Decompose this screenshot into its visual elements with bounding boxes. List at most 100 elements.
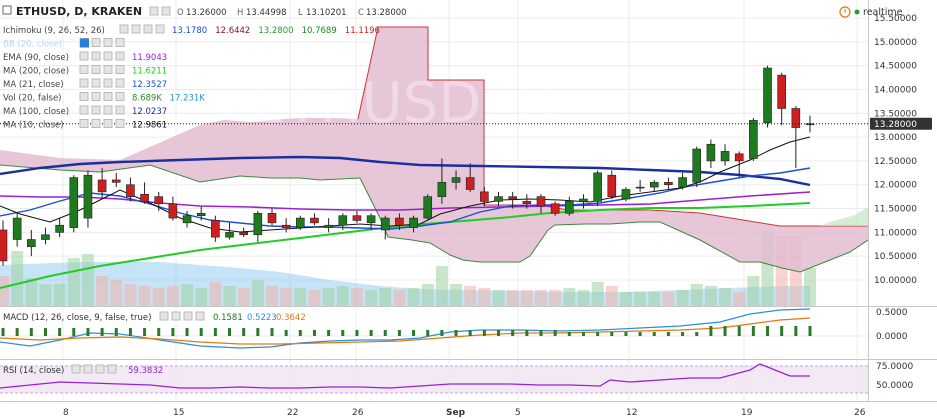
candle[interactable] — [480, 187, 489, 207]
eye-icon-active[interactable] — [80, 38, 89, 48]
candle[interactable] — [296, 215, 305, 230]
candle[interactable] — [41, 227, 50, 245]
candle[interactable] — [522, 194, 532, 209]
candle[interactable] — [338, 213, 348, 230]
candle[interactable] — [211, 215, 220, 242]
candle[interactable] — [494, 191, 503, 207]
eye-icon[interactable] — [79, 65, 89, 74]
eye-icon[interactable] — [119, 24, 129, 34]
candle[interactable] — [126, 177, 135, 202]
close-icon[interactable] — [183, 311, 193, 321]
candle[interactable] — [324, 218, 333, 233]
legend-row[interactable]: BB (20, close) — [3, 38, 125, 50]
candle[interactable] — [565, 196, 574, 216]
eye-icon[interactable] — [79, 105, 89, 115]
rsi-label[interactable]: RSI (14, close) — [3, 366, 64, 376]
close-icon[interactable] — [103, 119, 113, 128]
candle[interactable] — [225, 222, 234, 240]
candle[interactable] — [607, 170, 617, 200]
candle[interactable] — [621, 187, 631, 202]
settings-icon[interactable] — [91, 51, 101, 61]
collapse-icon[interactable] — [2, 5, 12, 15]
legend-row[interactable]: MA (10, close) 12.9861 — [3, 119, 167, 131]
candle[interactable] — [508, 191, 517, 209]
more-icon[interactable] — [107, 364, 117, 374]
legend-row[interactable]: MA (21, close) 12.3527 — [3, 78, 167, 90]
candle[interactable] — [734, 151, 744, 178]
candle[interactable] — [536, 194, 546, 214]
eye-icon[interactable] — [79, 78, 89, 88]
more-icon[interactable] — [115, 65, 125, 74]
legend-row[interactable]: Vol (20, false) 8.689K 17.231K — [3, 92, 205, 104]
settings-icon[interactable] — [91, 119, 101, 128]
settings-icon[interactable] — [91, 65, 101, 74]
more-icon[interactable] — [155, 24, 165, 34]
candle[interactable] — [267, 208, 277, 226]
more-icon[interactable] — [115, 78, 125, 88]
close-icon[interactable] — [103, 38, 113, 47]
candle[interactable] — [168, 196, 178, 221]
candle[interactable] — [310, 213, 319, 226]
close-icon[interactable] — [95, 364, 105, 374]
candle[interactable] — [366, 213, 376, 230]
settings-icon[interactable] — [91, 92, 101, 101]
candle[interactable] — [182, 210, 192, 228]
eye-icon[interactable] — [79, 92, 89, 101]
candle[interactable] — [720, 144, 730, 166]
candle[interactable] — [791, 106, 801, 169]
candle[interactable] — [140, 182, 149, 204]
candle[interactable] — [763, 65, 772, 128]
candle[interactable] — [423, 194, 433, 221]
candle[interactable] — [678, 172, 687, 190]
candle[interactable] — [253, 210, 263, 242]
candle[interactable] — [111, 172, 121, 188]
more-icon[interactable] — [195, 311, 205, 321]
settings-icon[interactable] — [131, 24, 141, 34]
eye-icon[interactable] — [79, 119, 89, 128]
candle[interactable] — [664, 177, 673, 190]
candle[interactable] — [154, 191, 164, 211]
candle[interactable] — [749, 118, 758, 161]
more-icon[interactable] — [115, 92, 125, 101]
settings-icon[interactable] — [91, 38, 101, 47]
more-icon[interactable] — [115, 119, 125, 128]
candle[interactable] — [777, 72, 786, 126]
settings-icon[interactable] — [149, 6, 159, 16]
legend-row[interactable]: MA (100, close) 12.0237 — [3, 105, 167, 117]
price-axis-labels[interactable]: 15.50000 15.00000 14.50000 14.00000 13.50000… — [874, 14, 917, 286]
settings-icon[interactable] — [171, 311, 181, 321]
legend-row[interactable]: EMA (90, close) 11.9043 — [3, 51, 167, 63]
close-icon[interactable] — [143, 24, 153, 34]
candle[interactable] — [97, 168, 107, 200]
more-icon[interactable] — [115, 51, 125, 61]
close-icon[interactable] — [103, 92, 113, 101]
candle[interactable] — [55, 218, 64, 238]
candle[interactable] — [27, 229, 36, 257]
candle[interactable] — [692, 146, 702, 188]
settings-icon[interactable] — [91, 78, 101, 88]
candle[interactable] — [409, 215, 418, 233]
candle[interactable] — [69, 175, 79, 233]
time-axis[interactable]: 8 15 22 26 Sep 5 12 19 26 — [63, 408, 866, 418]
close-icon[interactable] — [103, 51, 113, 61]
macd-label[interactable]: MACD (12, 26, close, 9, false, true) — [3, 313, 151, 323]
candle[interactable] — [451, 170, 461, 190]
candle[interactable] — [281, 218, 291, 233]
close-icon[interactable] — [103, 65, 113, 74]
legend-row[interactable]: Ichimoku (9, 26, 52, 26) 13.1780 12.6442 13… — [3, 24, 380, 36]
candle[interactable] — [12, 213, 22, 247]
candle[interactable] — [635, 179, 645, 192]
candle[interactable] — [706, 139, 716, 169]
candle[interactable] — [579, 194, 588, 209]
eye-icon[interactable] — [71, 364, 81, 374]
candle[interactable] — [380, 215, 390, 240]
close-icon[interactable] — [161, 6, 171, 16]
candle[interactable] — [0, 220, 8, 266]
settings-icon[interactable] — [83, 364, 93, 374]
candle[interactable] — [649, 179, 659, 192]
legend-row[interactable]: MA (200, close) 11.6211 — [3, 65, 167, 77]
candle[interactable] — [437, 158, 447, 204]
close-icon[interactable] — [103, 78, 113, 88]
eye-icon[interactable] — [79, 51, 89, 61]
